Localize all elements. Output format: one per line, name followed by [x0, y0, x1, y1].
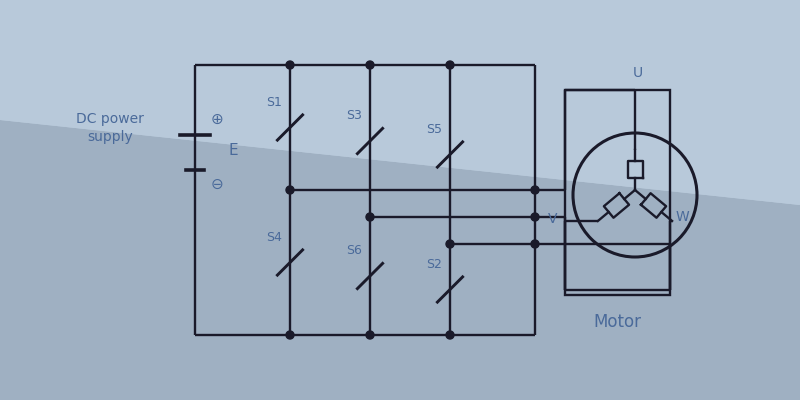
Circle shape — [531, 186, 539, 194]
Text: Motor: Motor — [594, 313, 642, 331]
Bar — [565, 90, 670, 295]
Polygon shape — [0, 0, 800, 205]
Circle shape — [531, 240, 539, 248]
Circle shape — [446, 240, 454, 248]
Text: S1: S1 — [266, 96, 282, 109]
Text: U: U — [633, 66, 643, 80]
Circle shape — [446, 61, 454, 69]
Text: ⊖: ⊖ — [210, 176, 223, 192]
Text: W: W — [676, 210, 690, 224]
Text: S3: S3 — [346, 109, 362, 122]
Circle shape — [446, 331, 454, 339]
Text: DC power
supply: DC power supply — [76, 112, 144, 144]
Text: E: E — [229, 143, 238, 158]
Text: S6: S6 — [346, 244, 362, 258]
Text: V: V — [547, 212, 557, 226]
Polygon shape — [0, 120, 800, 400]
Text: S4: S4 — [266, 231, 282, 244]
Text: ⊕: ⊕ — [210, 112, 223, 126]
Circle shape — [286, 186, 294, 194]
Text: S2: S2 — [426, 258, 442, 271]
Circle shape — [286, 331, 294, 339]
Circle shape — [366, 331, 374, 339]
Circle shape — [366, 61, 374, 69]
Circle shape — [531, 213, 539, 221]
Circle shape — [286, 61, 294, 69]
Circle shape — [366, 213, 374, 221]
Text: S5: S5 — [426, 123, 442, 136]
